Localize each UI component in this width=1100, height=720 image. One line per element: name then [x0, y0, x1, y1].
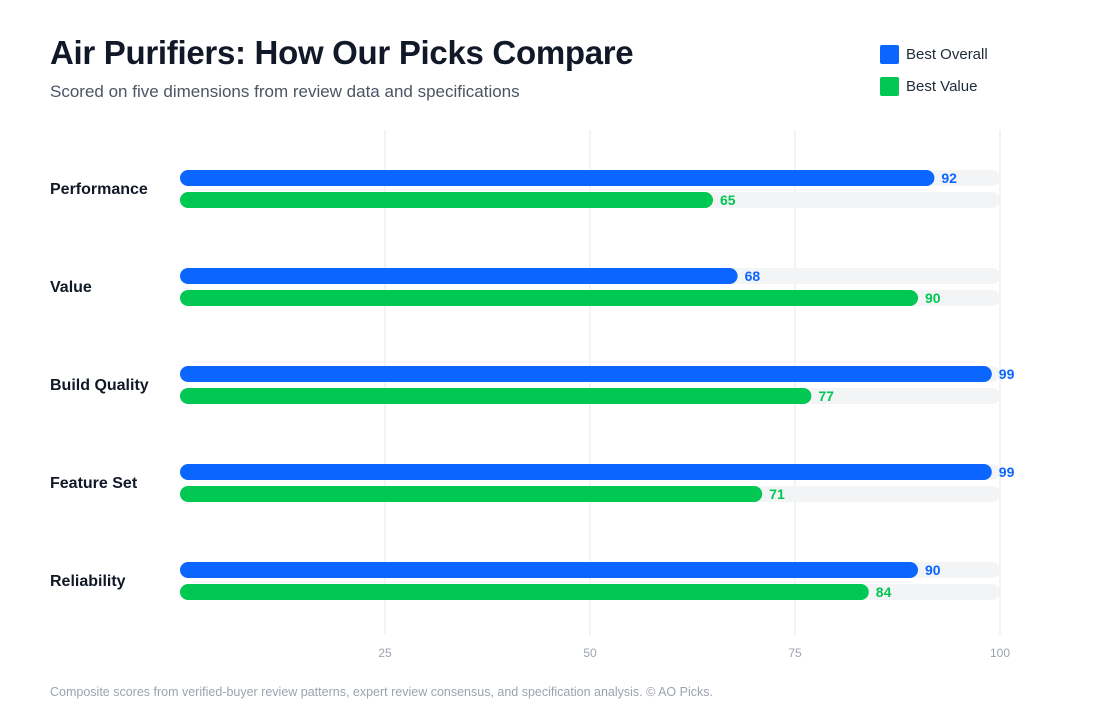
bar-best-value-reliability	[180, 584, 869, 600]
chart-subtitle: Scored on five dimensions from review da…	[50, 82, 520, 101]
x-tick-label-25: 25	[378, 646, 392, 660]
data-label-best-overall-build-quality: 99	[999, 366, 1015, 382]
chart-footer: Composite scores from verified-buyer rev…	[50, 685, 713, 699]
data-label-best-overall-feature-set: 99	[999, 464, 1015, 480]
category-label-performance: Performance	[50, 181, 148, 198]
x-tick-label-50: 50	[583, 646, 597, 660]
category-label-build-quality: Build Quality	[50, 377, 149, 394]
bar-best-overall-build-quality	[180, 366, 992, 382]
x-tick-label-75: 75	[788, 646, 802, 660]
bar-best-overall-feature-set	[180, 464, 992, 480]
bar-best-value-feature-set	[180, 486, 763, 502]
chart-title: Air Purifiers: How Our Picks Compare	[50, 34, 634, 71]
chart-legend: Best Overall Best Value	[880, 45, 988, 109]
data-label-best-overall-performance: 92	[941, 170, 957, 186]
data-label-best-value-feature-set: 71	[769, 486, 785, 502]
legend-label-best-overall: Best Overall	[906, 46, 988, 63]
data-label-best-overall-reliability: 90	[925, 562, 941, 578]
legend-swatch-best-value	[880, 77, 899, 96]
data-label-best-value-reliability: 84	[876, 584, 892, 600]
bar-best-overall-reliability	[180, 562, 918, 578]
category-label-value: Value	[50, 279, 92, 296]
data-label-best-overall-value: 68	[745, 268, 761, 284]
category-label-feature-set: Feature Set	[50, 475, 138, 492]
legend-label-best-value: Best Value	[906, 78, 978, 95]
x-tick-label-100: 100	[990, 646, 1010, 660]
data-label-best-value-value: 90	[925, 290, 941, 306]
data-label-best-value-performance: 65	[720, 192, 736, 208]
bar-best-value-build-quality	[180, 388, 812, 404]
legend-swatch-best-overall	[880, 45, 899, 64]
legend-item-best-overall: Best Overall	[880, 45, 988, 64]
legend-item-best-value: Best Value	[880, 77, 988, 96]
bar-best-overall-value	[180, 268, 738, 284]
category-label-reliability: Reliability	[50, 573, 126, 590]
bar-best-value-performance	[180, 192, 713, 208]
bar-best-overall-performance	[180, 170, 935, 186]
data-label-best-value-build-quality: 77	[818, 388, 834, 404]
bar-best-value-value	[180, 290, 918, 306]
